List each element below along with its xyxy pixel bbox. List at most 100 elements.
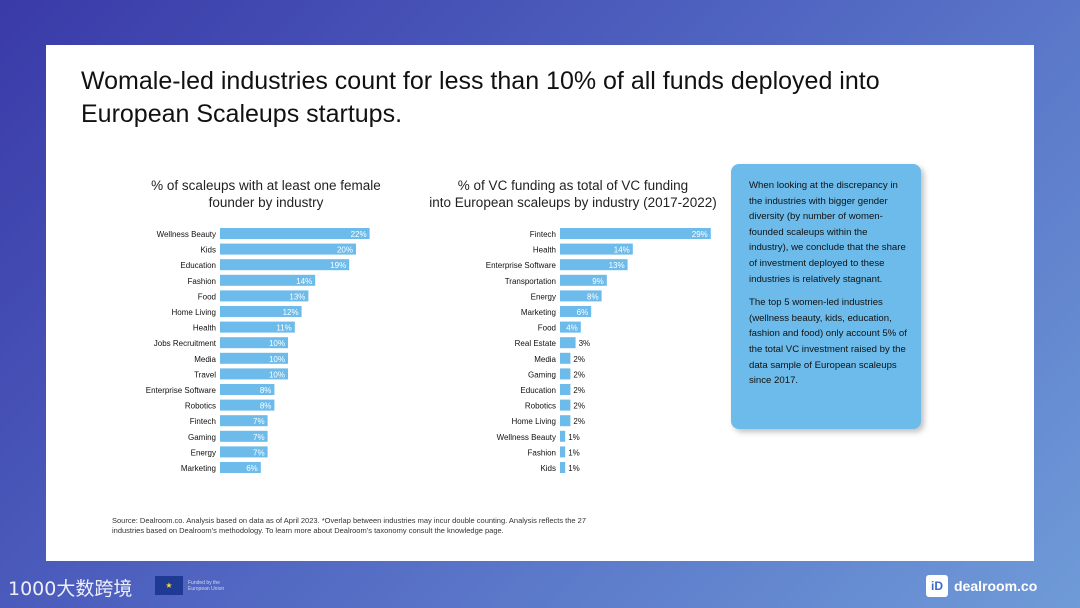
value-label: 7%: [253, 433, 265, 442]
category-label: Marketing: [181, 464, 216, 473]
category-label: Energy: [191, 448, 216, 457]
callout-box: When looking at the discrepancy in the i…: [731, 164, 921, 429]
callout-paragraph-2: The top 5 women-led industries (wellness…: [749, 297, 907, 387]
bar: [220, 306, 302, 317]
bar: [560, 290, 602, 302]
category-label: Food: [198, 292, 216, 301]
value-label: 19%: [330, 261, 346, 270]
bar: [220, 337, 288, 349]
chart1-title-line-2: founder by industry: [208, 195, 324, 210]
category-label: Food: [538, 324, 556, 333]
category-label: Fintech: [530, 230, 556, 239]
category-label: Marketing: [521, 308, 556, 317]
bar: [560, 306, 592, 317]
value-label: 9%: [592, 277, 604, 286]
bar: [560, 446, 566, 458]
bar: [560, 228, 711, 239]
category-label: Transportation: [505, 277, 556, 286]
category-label: Education: [520, 386, 556, 395]
bar: [220, 243, 356, 255]
chart1-title: % of scaleups with at least one female f…: [136, 177, 396, 211]
value-label: 14%: [614, 246, 630, 255]
value-label: 29%: [692, 230, 708, 239]
bar: [560, 243, 633, 255]
bar: [560, 368, 571, 380]
bar: [560, 259, 628, 271]
bar: [220, 415, 268, 427]
category-label: Health: [193, 324, 216, 333]
bar: [220, 259, 350, 271]
value-label: 2%: [573, 386, 585, 395]
category-label: Enterprise Software: [486, 261, 557, 270]
value-label: 13%: [289, 292, 305, 301]
category-label: Health: [533, 246, 556, 255]
value-label: 13%: [609, 261, 625, 270]
bar: [220, 462, 261, 473]
category-label: Gaming: [188, 433, 216, 442]
category-label: Jobs Recruitment: [154, 339, 217, 348]
bar: [220, 430, 268, 442]
bar: [560, 384, 571, 395]
bar: [560, 399, 571, 411]
value-label: 14%: [296, 277, 312, 286]
bar: [220, 399, 275, 411]
category-label: Enterprise Software: [146, 386, 217, 395]
value-label: 11%: [276, 324, 291, 333]
chart2-title: % of VC funding as total of VC funding i…: [408, 177, 738, 211]
value-label: 3%: [579, 339, 591, 348]
eu-funding-text: Funded by the European Union: [188, 579, 225, 592]
source-note: Source: Dealroom.co. Analysis based on d…: [112, 516, 587, 535]
category-label: Media: [194, 355, 216, 364]
eu-flag-icon: ★: [155, 576, 183, 595]
bar: [220, 290, 309, 302]
bar: [220, 384, 275, 395]
brand-name: dealroom.co: [954, 578, 1038, 594]
value-label: 6%: [246, 464, 258, 473]
bar: [560, 321, 581, 333]
category-label: Home Living: [172, 308, 216, 317]
dealroom-logo-icon: iD: [926, 575, 948, 597]
value-label: 1%: [568, 433, 580, 442]
category-label: Media: [534, 355, 556, 364]
category-label: Wellness Beauty: [157, 230, 216, 239]
value-label: 8%: [587, 292, 599, 301]
eu-funding-badge: ★ Funded by the European Union: [155, 576, 228, 595]
bar: [560, 352, 571, 364]
value-label: 7%: [253, 448, 265, 457]
category-label: Education: [180, 261, 216, 270]
category-label: Robotics: [525, 402, 556, 411]
category-label: Travel: [194, 370, 216, 379]
category-label: Kids: [540, 464, 556, 473]
callout-paragraph-1: When looking at the discrepancy in the i…: [749, 180, 906, 285]
bar: [220, 368, 288, 380]
bar: [560, 337, 576, 349]
value-label: 10%: [269, 355, 285, 364]
category-label: Robotics: [185, 402, 216, 411]
bar: [220, 446, 268, 458]
value-label: 6%: [577, 308, 589, 317]
value-label: 8%: [260, 386, 272, 395]
chart2-vc-funding: Fintech 29% Health 14% Enterprise Software 13…: [486, 228, 711, 473]
value-label: 2%: [573, 402, 585, 411]
value-label: 2%: [573, 417, 585, 426]
value-label: 7%: [253, 417, 265, 426]
category-label: Energy: [531, 292, 556, 301]
bar: [560, 274, 607, 286]
bar: [560, 415, 571, 427]
category-label: Real Estate: [515, 339, 557, 348]
value-label: 2%: [573, 355, 585, 364]
chart2-title-line-2: into European scaleups by industry (2017…: [429, 195, 717, 210]
chart1-female-founders: Wellness Beauty 22% Kids 20% Education 19% Fas…: [146, 228, 370, 473]
value-label: 1%: [568, 448, 580, 457]
value-label: 4%: [566, 324, 578, 333]
slide-title: Womale-led industries count for less tha…: [81, 67, 880, 128]
chart1-title-line-1: % of scaleups with at least one female: [151, 178, 381, 193]
brand: iD dealroom.co: [926, 575, 1037, 597]
value-label: 10%: [269, 370, 285, 379]
bar: [560, 462, 566, 473]
value-label: 22%: [351, 230, 367, 239]
bar: [220, 228, 370, 239]
category-label: Kids: [200, 246, 216, 255]
bar: [220, 321, 295, 333]
value-label: 10%: [269, 339, 285, 348]
